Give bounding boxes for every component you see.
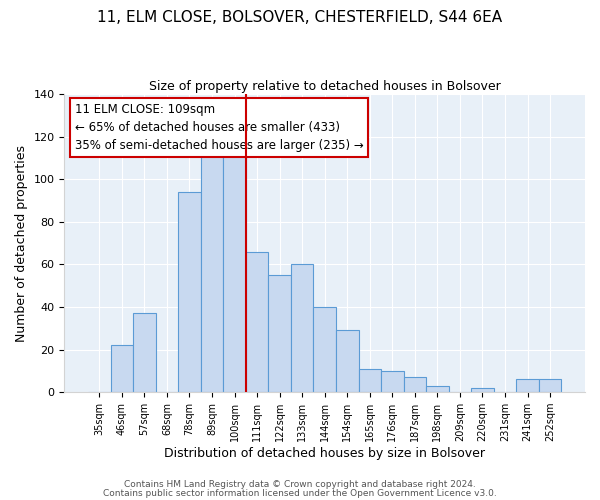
Text: Contains public sector information licensed under the Open Government Licence v3: Contains public sector information licen… xyxy=(103,488,497,498)
Bar xyxy=(133,314,155,392)
Y-axis label: Number of detached properties: Number of detached properties xyxy=(15,144,28,342)
Text: 11, ELM CLOSE, BOLSOVER, CHESTERFIELD, S44 6EA: 11, ELM CLOSE, BOLSOVER, CHESTERFIELD, S… xyxy=(97,10,503,25)
Text: Contains HM Land Registry data © Crown copyright and database right 2024.: Contains HM Land Registry data © Crown c… xyxy=(124,480,476,489)
Bar xyxy=(471,388,494,392)
X-axis label: Distribution of detached houses by size in Bolsover: Distribution of detached houses by size … xyxy=(164,447,485,460)
Bar xyxy=(404,378,426,392)
Bar xyxy=(516,380,539,392)
Bar xyxy=(223,152,246,392)
Bar xyxy=(178,192,201,392)
Bar xyxy=(110,346,133,392)
Bar xyxy=(291,264,313,392)
Bar xyxy=(336,330,359,392)
Text: 11 ELM CLOSE: 109sqm
← 65% of detached houses are smaller (433)
35% of semi-deta: 11 ELM CLOSE: 109sqm ← 65% of detached h… xyxy=(75,103,364,152)
Bar xyxy=(359,369,381,392)
Bar xyxy=(313,307,336,392)
Bar xyxy=(246,252,268,392)
Bar xyxy=(539,380,562,392)
Bar xyxy=(381,371,404,392)
Bar xyxy=(201,141,223,392)
Bar xyxy=(268,275,291,392)
Title: Size of property relative to detached houses in Bolsover: Size of property relative to detached ho… xyxy=(149,80,500,93)
Bar xyxy=(426,386,449,392)
